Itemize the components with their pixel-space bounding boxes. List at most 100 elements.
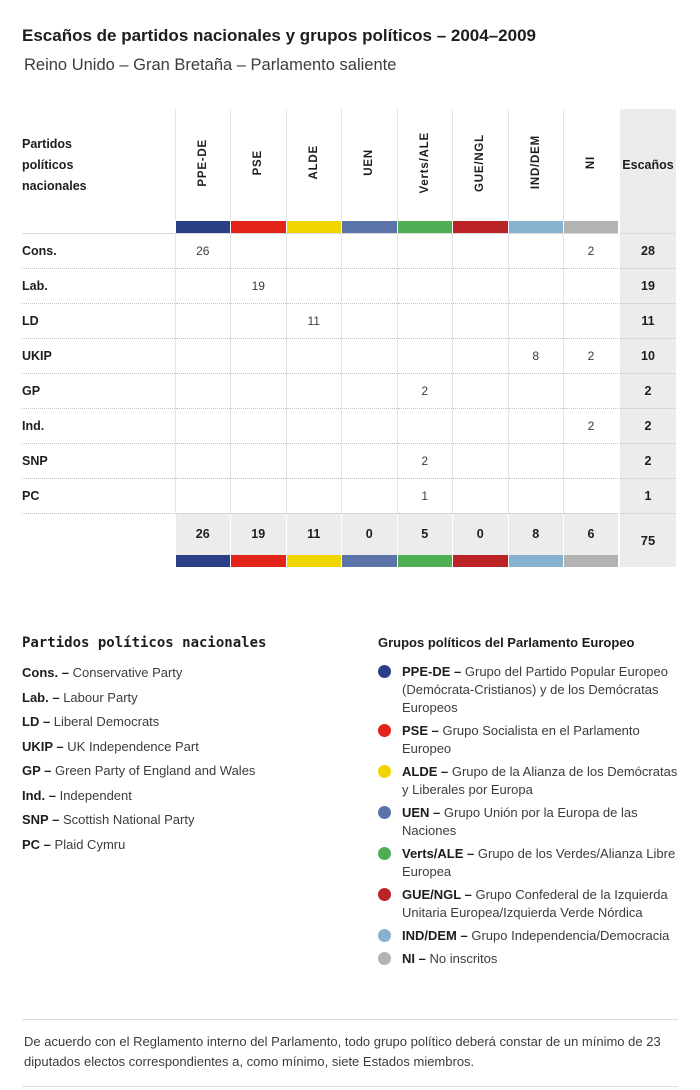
legend-item: Cons. – Conservative Party	[22, 665, 378, 680]
group-abbr: ALDE –	[402, 764, 449, 779]
group-header-label: ALDE	[307, 145, 320, 180]
header-color-bar-row	[22, 221, 676, 234]
legend-item: IND/DEM – Grupo Independencia/Democracia	[378, 927, 678, 945]
row-label: Lab.	[22, 268, 175, 304]
column-total-cell: 8	[507, 513, 564, 555]
group-header-label: GUE/NGL	[474, 133, 487, 192]
party-abbr: UKIP –	[22, 738, 64, 754]
legend-item: NI – No inscritos	[378, 950, 678, 968]
group-header-label: IND/DEM	[529, 135, 542, 190]
legends-section: Partidos políticos nacionales Cons. – Co…	[22, 635, 678, 973]
seat-cell	[174, 373, 231, 409]
color-bar-ni	[563, 555, 619, 567]
seat-cell	[452, 303, 508, 339]
table-row-ind: Ind. 2 2	[22, 408, 676, 444]
group-abbr: GUE/NGL –	[402, 887, 472, 902]
seat-cell	[341, 408, 397, 444]
party-name: Plaid Cymru	[54, 836, 126, 852]
corner-header-label: Partidos políticos nacionales	[22, 136, 87, 193]
seat-cell	[507, 373, 564, 409]
seat-cell: 2	[563, 233, 620, 269]
party-name: Green Party of England and Wales	[55, 763, 256, 778]
color-bar-pse	[230, 221, 286, 234]
seat-cell	[452, 338, 508, 374]
group-description: PPE-DE – Grupo del Partido Popular Europ…	[402, 663, 678, 717]
legend-item: GP – Green Party of England and Wales	[22, 763, 378, 778]
group-name: Grupo Unión por la Europa de las Nacione…	[402, 805, 638, 838]
national-parties-legend: Partidos políticos nacionales Cons. – Co…	[22, 635, 378, 973]
row-total-cell: 10	[618, 338, 676, 374]
column-total-cell: 0	[452, 513, 508, 555]
seat-cell	[507, 268, 564, 304]
ppe-de-color-dot	[378, 665, 391, 678]
color-bar-verts-ale	[396, 555, 453, 567]
totals-row: 26 19 11 0 5 0 8 6 75	[22, 513, 676, 567]
seat-cell	[507, 303, 564, 339]
column-total-cell: 26	[174, 513, 231, 555]
seat-cell: 8	[507, 338, 564, 374]
seat-cell	[341, 233, 397, 269]
party-name: Independent	[59, 787, 132, 803]
party-abbr: Lab. –	[22, 689, 60, 705]
party-name: Conservative Party	[72, 665, 183, 680]
color-bar-alde	[285, 221, 342, 234]
seat-cell	[230, 233, 286, 269]
spacer-cell	[22, 221, 175, 234]
seat-cell	[396, 268, 453, 304]
group-header-pse: PSE	[230, 109, 286, 221]
column-total-cell: 5	[396, 513, 453, 555]
group-description: Verts/ALE – Grupo de los Verdes/Alianza …	[402, 845, 678, 881]
table-row-ukip: UKIP 8 2 10	[22, 338, 676, 374]
seat-cell	[230, 408, 286, 444]
group-header-uen: UEN	[341, 109, 397, 221]
seat-cell: 11	[285, 303, 342, 339]
party-abbr: LD –	[22, 714, 51, 729]
seat-cell	[285, 408, 342, 444]
legend-item: GUE/NGL – Grupo Confederal de la Izquier…	[378, 886, 678, 922]
political-groups-heading: Grupos políticos del Parlamento Europeo	[378, 635, 635, 650]
legend-item: ALDE – Grupo de la Alianza de los Demócr…	[378, 763, 678, 799]
color-bar-ppe-de	[174, 221, 231, 234]
seat-cell	[285, 233, 342, 269]
group-header-alde: ALDE	[285, 109, 342, 221]
seat-cell	[230, 478, 286, 514]
color-bar-ind-dem	[507, 555, 564, 567]
group-header-ni: NI	[563, 109, 620, 221]
grand-total-cell: 75	[618, 513, 676, 567]
group-abbr: PPE-DE –	[402, 664, 462, 679]
legend-item: Lab. – Labour Party	[22, 690, 378, 705]
color-bar-gue-ngl	[452, 221, 508, 234]
seat-cell	[452, 233, 508, 269]
row-label: PC	[22, 478, 175, 514]
seat-cell	[507, 443, 564, 479]
seat-cell: 2	[396, 443, 453, 479]
spacer-cell	[22, 513, 175, 555]
row-label: GP	[22, 373, 175, 409]
seat-cell: 1	[396, 478, 453, 514]
party-abbr: SNP –	[22, 812, 60, 827]
column-total-cell: 19	[230, 513, 286, 555]
legend-item: PSE – Grupo Socialista en el Parlamento …	[378, 722, 678, 758]
seat-cell	[396, 233, 453, 269]
seat-cell	[341, 303, 397, 339]
seat-cell	[285, 443, 342, 479]
seat-cell	[174, 338, 231, 374]
group-description: IND/DEM – Grupo Independencia/Democracia	[402, 927, 669, 945]
color-bar-gue-ngl	[452, 555, 508, 567]
color-bar-verts-ale	[396, 221, 453, 234]
seat-cell: 2	[563, 338, 620, 374]
seat-cell	[452, 443, 508, 479]
group-description: GUE/NGL – Grupo Confederal de la Izquier…	[402, 886, 678, 922]
party-name: Labour Party	[63, 689, 138, 705]
column-total-cell: 11	[285, 513, 342, 555]
seats-table: Partidos políticos nacionales PPE-DE PSE…	[22, 109, 676, 567]
seat-cell	[341, 443, 397, 479]
legend-item: Verts/ALE – Grupo de los Verdes/Alianza …	[378, 845, 678, 881]
spacer-cell	[22, 555, 175, 567]
national-parties-heading: Partidos políticos nacionales	[22, 635, 267, 651]
color-bar-uen	[341, 555, 397, 567]
group-name: Grupo Confederal de la Izquierda Unitari…	[402, 887, 668, 920]
party-name: Scottish National Party	[62, 812, 195, 827]
legend-item: PPE-DE – Grupo del Partido Popular Europ…	[378, 663, 678, 717]
